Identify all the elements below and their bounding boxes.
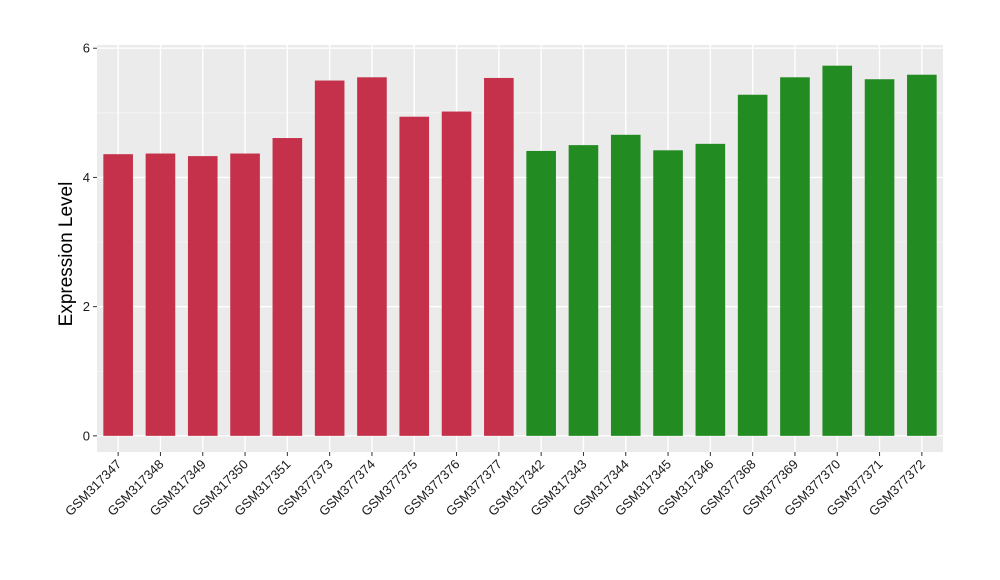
x-axis: GSM317347GSM317348GSM317349GSM317350GSM3… [62, 452, 928, 519]
y-tick-label: 0 [83, 428, 90, 443]
bar-GSM317351 [272, 138, 303, 436]
bar-GSM317349 [187, 156, 218, 436]
bar-GSM317345 [653, 150, 683, 436]
y-axis-title: Expression Level [56, 182, 77, 327]
bar-GSM317350 [230, 153, 260, 436]
bars [103, 65, 937, 436]
plot-panel [97, 45, 943, 452]
y-tick-label: 4 [83, 170, 90, 185]
bar-GSM377375 [399, 116, 430, 436]
y-axis: 0 2 4 6 [83, 41, 97, 443]
bar-GSM317344 [610, 134, 641, 436]
bar-GSM377368 [737, 94, 768, 436]
bar-GSM377371 [864, 79, 895, 436]
bar-GSM377376 [441, 111, 472, 436]
y-tick-label: 6 [83, 41, 90, 56]
bar-GSM377374 [357, 77, 387, 436]
bar-GSM317342 [526, 150, 556, 436]
bar-GSM317348 [145, 153, 176, 436]
bar-GSM317346 [695, 143, 726, 436]
bar-GSM317347 [103, 154, 133, 436]
bar-GSM377370 [822, 65, 853, 436]
y-tick-label: 2 [83, 299, 90, 314]
bar-GSM317343 [568, 145, 599, 436]
bar-GSM377372 [907, 74, 937, 436]
bar-GSM377369 [780, 77, 810, 436]
bar-GSM377377 [484, 77, 514, 436]
bar-GSM377373 [314, 80, 345, 436]
